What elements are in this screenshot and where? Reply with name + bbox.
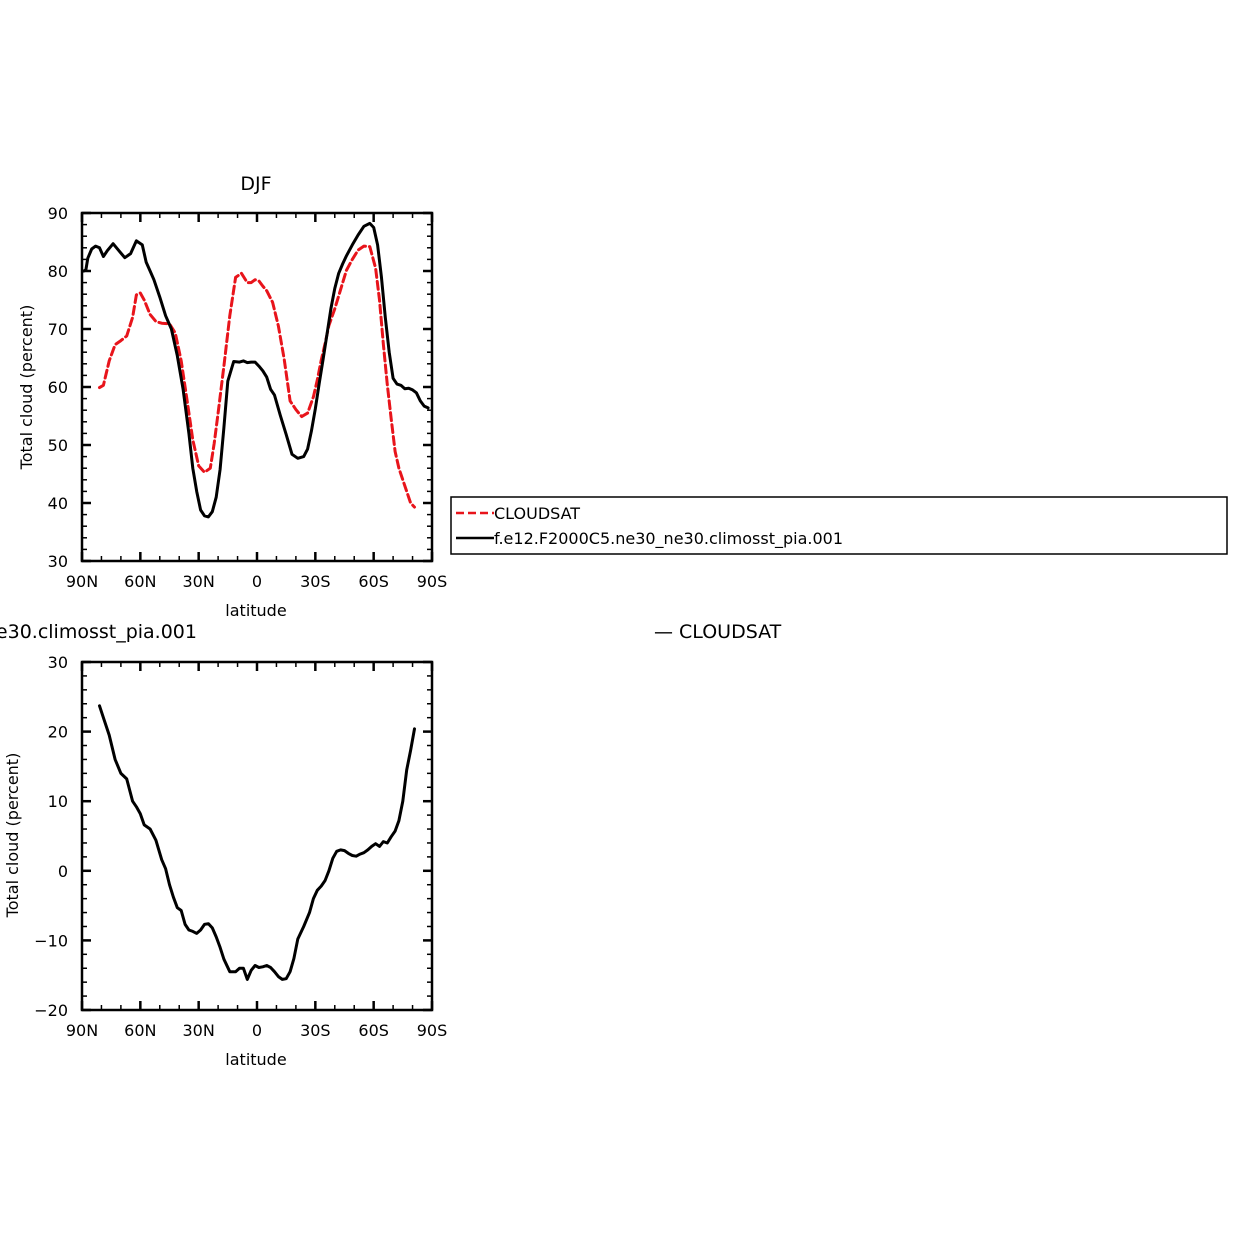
x-tick-label: 30N: [183, 572, 215, 591]
panel-title-right: — CLOUDSAT: [654, 621, 782, 643]
y-tick-label: 0: [58, 862, 68, 881]
x-tick-label: 60S: [358, 1021, 389, 1040]
x-tick-label: 60S: [358, 572, 389, 591]
y-tick-label: 90: [48, 204, 68, 223]
x-tick-label: 0: [252, 572, 262, 591]
y-tick-label: 50: [48, 436, 68, 455]
y-tick-label: 30: [48, 653, 68, 672]
y-tick-label: 80: [48, 262, 68, 281]
x-tick-label: 0: [252, 1021, 262, 1040]
x-tick-label: 90N: [66, 1021, 98, 1040]
y-axis-label: Total cloud (percent): [17, 305, 36, 471]
axes: 90N 60N 30N 0 30S 60S 90S −20 −10 0 10 20 30: [34, 653, 447, 1040]
x-tick-label: 90S: [417, 1021, 448, 1040]
series-line-0: [98, 244, 416, 509]
y-axis-label: Total cloud (percent): [3, 753, 22, 919]
y-tick-label: 20: [48, 723, 68, 742]
y-tick-label: −10: [34, 931, 68, 950]
y-tick-label: 10: [48, 792, 68, 811]
y-tick-label: 40: [48, 494, 68, 513]
x-axis-label: latitude: [225, 601, 286, 620]
y-tick-label: 70: [48, 320, 68, 339]
x-tick-label: 60N: [124, 1021, 156, 1040]
panel-djf: DJF 90N 60N 30N 0 30S 60S 90S 30 40 50 60 70 80 90 To…: [17, 173, 447, 620]
x-tick-label: 90S: [417, 572, 448, 591]
panel-title-left: f.e12.F2000C5.ne30_ne30.climosst_pia.001: [0, 621, 197, 643]
x-axis-label: latitude: [225, 1050, 286, 1069]
series-lines: [82, 221, 430, 519]
plot-frame: [80, 660, 434, 1012]
series-lines: [98, 704, 416, 981]
x-tick-label: 30S: [300, 572, 331, 591]
panel-difference: f.e12.F2000C5.ne30_ne30.climosst_pia.001…: [0, 621, 782, 1069]
legend-label-cloudsat: CLOUDSAT: [494, 504, 580, 523]
panel-title: DJF: [240, 173, 271, 195]
x-tick-label: 90N: [66, 572, 98, 591]
x-tick-label: 30N: [183, 1021, 215, 1040]
legend: CLOUDSAT f.e12.F2000C5.ne30_ne30.climoss…: [450, 496, 1228, 555]
y-tick-label: 60: [48, 378, 68, 397]
series-line-1: [82, 221, 430, 519]
x-tick-label: 30S: [300, 1021, 331, 1040]
x-tick-label: 60N: [124, 572, 156, 591]
legend-label-model: f.e12.F2000C5.ne30_ne30.climosst_pia.001: [494, 529, 843, 549]
series-line-0: [98, 704, 416, 981]
y-tick-label: −20: [34, 1001, 68, 1020]
y-tick-label: 30: [48, 552, 68, 571]
axes: 90N 60N 30N 0 30S 60S 90S 30 40 50 60 70 80 90: [48, 204, 448, 591]
legend-box: [450, 496, 1228, 555]
